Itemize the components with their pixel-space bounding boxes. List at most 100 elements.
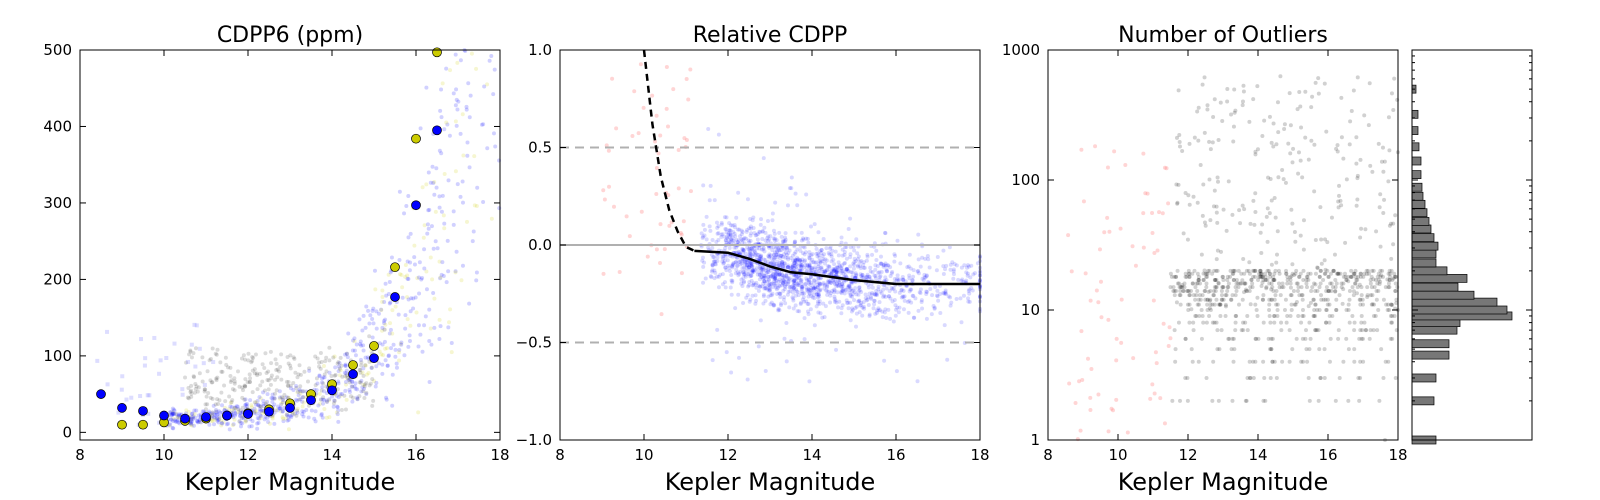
background-point — [1329, 281, 1334, 286]
background-point — [174, 411, 179, 416]
background-point — [1197, 293, 1202, 298]
background-point — [727, 239, 732, 244]
background-point — [875, 293, 880, 298]
background-point — [798, 258, 803, 263]
background-point — [336, 364, 341, 369]
background-point — [244, 404, 249, 409]
background-point — [772, 275, 777, 280]
background-point — [1240, 297, 1245, 302]
background-point — [837, 282, 842, 287]
background-point — [1282, 122, 1287, 127]
background-point — [329, 374, 334, 379]
background-point — [256, 420, 261, 425]
background-point — [707, 224, 712, 229]
background-point — [1186, 308, 1191, 312]
background-point — [1313, 302, 1318, 307]
background-point — [909, 287, 914, 292]
background-point — [920, 306, 925, 311]
background-point — [908, 266, 913, 271]
background-point — [1296, 313, 1301, 318]
background-point — [843, 260, 848, 265]
background-point — [214, 410, 219, 415]
background-point — [322, 397, 327, 402]
background-point — [1210, 302, 1215, 307]
background-point — [840, 282, 845, 287]
background-point — [265, 392, 270, 397]
background-point — [431, 291, 436, 296]
background-point — [1315, 265, 1320, 270]
background-point — [337, 366, 342, 371]
background-point — [1253, 336, 1258, 341]
background-point — [1331, 285, 1336, 290]
background-point — [883, 263, 888, 268]
background-point — [1327, 359, 1332, 364]
background-point — [1376, 141, 1381, 146]
background-point — [205, 402, 210, 407]
background-point — [1269, 336, 1274, 341]
background-point — [638, 62, 643, 67]
background-point — [298, 391, 303, 396]
background-point — [1265, 206, 1270, 211]
background-point — [1294, 281, 1299, 286]
background-point — [1324, 308, 1329, 312]
background-point — [1177, 398, 1182, 403]
reference-lines — [560, 146, 980, 344]
background-point — [235, 369, 240, 374]
background-point — [232, 376, 237, 381]
background-point — [893, 253, 898, 258]
background-point — [429, 224, 434, 229]
y-tick-label: −0.5 — [516, 334, 552, 352]
background-point — [1333, 285, 1338, 290]
background-point — [832, 281, 837, 286]
background-point — [901, 294, 906, 299]
background-point — [280, 409, 285, 414]
background-point — [1151, 298, 1156, 303]
background-point — [1186, 289, 1191, 294]
background-point — [781, 297, 786, 302]
background-point — [1284, 271, 1289, 276]
background-point — [842, 269, 847, 274]
background-point — [268, 382, 273, 387]
background-point — [228, 380, 233, 385]
background-point — [777, 262, 782, 267]
background-point — [169, 413, 174, 418]
background-point — [1339, 203, 1344, 208]
background-point — [1172, 289, 1177, 294]
background-point — [1241, 328, 1246, 333]
background-point — [1321, 278, 1326, 283]
background-point — [759, 247, 764, 252]
background-point — [821, 257, 826, 262]
background-point — [886, 307, 891, 312]
background-point — [873, 311, 878, 316]
background-point — [1267, 297, 1272, 302]
background-point — [393, 304, 398, 309]
background-point — [773, 275, 778, 280]
background-point — [859, 258, 864, 263]
background-point — [355, 396, 360, 401]
background-point — [1351, 271, 1356, 276]
background-point — [364, 372, 369, 377]
background-point — [808, 268, 813, 273]
background-point — [350, 348, 355, 353]
background-point — [412, 255, 417, 260]
background-point — [374, 364, 379, 369]
background-point — [1153, 350, 1158, 355]
background-point — [1220, 285, 1225, 290]
background-point — [275, 375, 280, 380]
background-point — [1205, 297, 1210, 302]
background-point — [1382, 159, 1387, 164]
background-point — [823, 269, 828, 274]
background-point — [1335, 271, 1340, 276]
background-point — [217, 398, 222, 403]
background-point — [825, 284, 830, 289]
background-point — [923, 275, 928, 280]
background-point — [763, 230, 768, 235]
background-point — [1317, 274, 1322, 279]
background-point — [896, 278, 901, 283]
background-point — [1387, 285, 1392, 290]
background-point — [848, 280, 853, 285]
background-point — [317, 360, 322, 365]
background-point — [1236, 281, 1241, 286]
background-point — [798, 268, 803, 273]
background-point — [740, 259, 745, 264]
